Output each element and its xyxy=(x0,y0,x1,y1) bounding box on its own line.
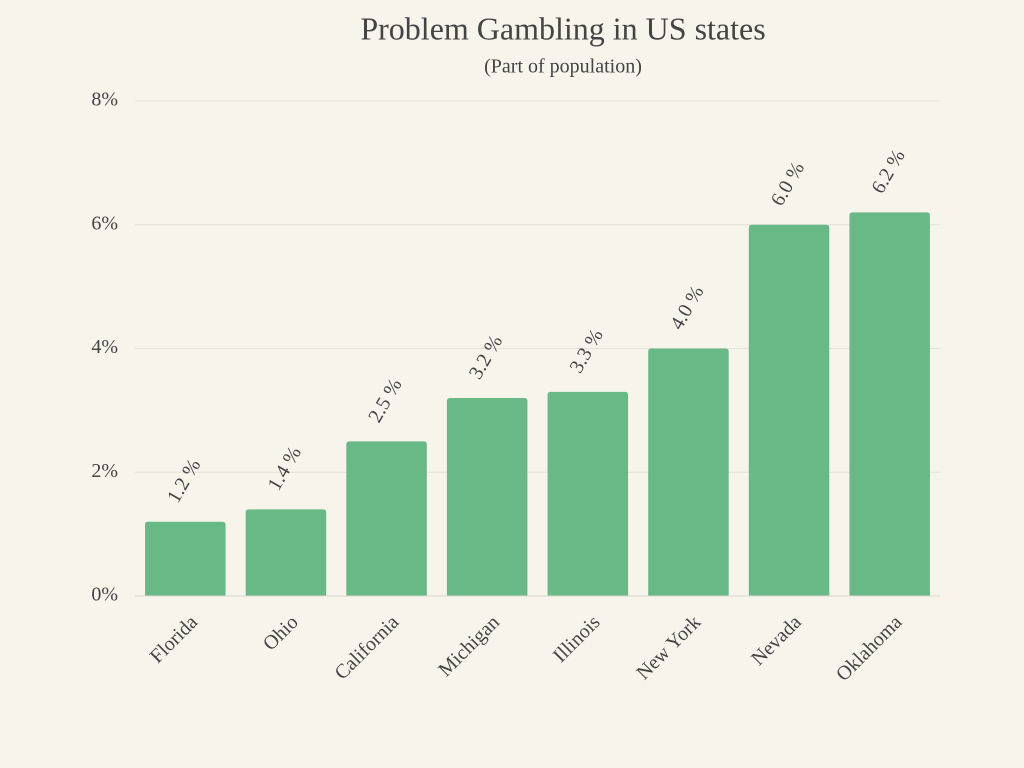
bar xyxy=(648,348,729,596)
bar xyxy=(748,224,830,596)
y-tick-label: 6% xyxy=(91,212,118,234)
bar xyxy=(346,441,427,596)
bar xyxy=(849,212,930,596)
y-tick-label: 8% xyxy=(91,89,118,111)
y-tick-label: 2% xyxy=(91,460,118,482)
bar xyxy=(446,398,528,596)
bar xyxy=(245,509,327,596)
y-tick-label: 4% xyxy=(91,336,118,358)
y-tick-label: 0% xyxy=(91,584,118,606)
bar xyxy=(145,521,226,596)
chart-title: Problem Gambling in US states xyxy=(360,10,765,46)
chart-subtitle: (Part of population) xyxy=(484,56,642,78)
bar xyxy=(547,391,629,596)
